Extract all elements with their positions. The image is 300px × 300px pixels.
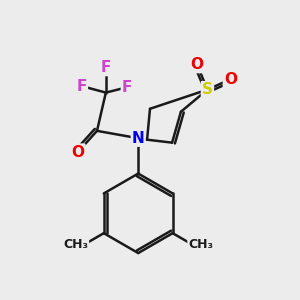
Text: O: O (71, 145, 84, 160)
Text: O: O (224, 72, 237, 87)
Text: F: F (76, 79, 87, 94)
Text: CH₃: CH₃ (63, 238, 88, 251)
Text: O: O (190, 57, 204, 72)
Text: F: F (122, 80, 132, 95)
Text: S: S (202, 82, 213, 97)
Text: F: F (100, 60, 111, 75)
Text: CH₃: CH₃ (188, 238, 213, 251)
Text: N: N (132, 131, 145, 146)
